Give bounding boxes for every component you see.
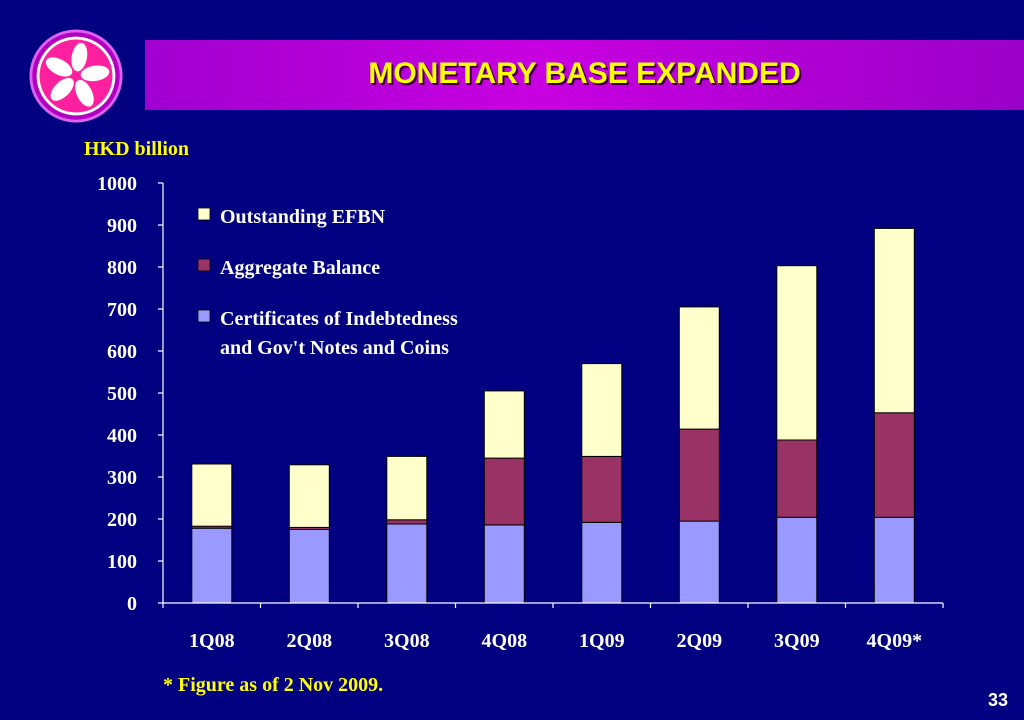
chart-axes: 1Q08 2Q08 3Q08 4Q08 1Q09 2Q09 3Q09 4Q09* 0 100 200…	[97, 173, 944, 652]
y-tick-label: 200	[107, 509, 137, 531]
x-tick-label: 4Q09*	[867, 630, 923, 652]
y-tick-label: 700	[107, 299, 137, 321]
y-tick-label: 800	[107, 257, 137, 279]
footnote: * Figure as of 2 Nov 2009.	[163, 674, 384, 696]
x-tick-label: 2Q09	[677, 630, 723, 652]
bar-segment-3q09-series-2	[776, 265, 818, 441]
bar-segment-3q08-series-1	[386, 519, 428, 525]
y-tick-label: 0	[127, 593, 137, 615]
legend-swatch	[197, 258, 211, 272]
bar-segment-1q09-series-1	[581, 455, 623, 523]
slide-title: MONETARY BASE EXPANDED	[368, 57, 801, 90]
x-tick-label: 1Q08	[189, 630, 235, 652]
bar-segment-2q08-series-2	[288, 464, 330, 528]
title-bar: MONETARY BASE EXPANDED	[145, 40, 1024, 110]
x-tick-label: 3Q09	[774, 630, 820, 652]
chart-legend: Outstanding EFBN Aggregate Balance Certifi…	[197, 206, 458, 359]
y-tick-label: 900	[107, 215, 137, 237]
bar-segment-3q09-series-0	[776, 516, 818, 604]
x-tick-label: 4Q08	[482, 630, 528, 652]
y-tick-label: 400	[107, 425, 137, 447]
legend-label: Certificates of Indebtedness	[220, 308, 458, 330]
bar-segment-4q09-series-1	[873, 412, 915, 518]
bar-segment-4q08-series-0	[483, 524, 525, 604]
bar-segment-2q09-series-1	[678, 428, 720, 522]
x-tick-label: 2Q08	[287, 630, 333, 652]
legend-swatch	[197, 207, 211, 221]
bar-segment-2q08-series-0	[288, 529, 330, 604]
x-tick-label: 3Q08	[384, 630, 430, 652]
bar-segment-3q08-series-0	[386, 523, 428, 604]
chart-bars	[191, 227, 915, 604]
bar-segment-2q09-series-0	[678, 520, 720, 604]
bar-segment-1q08-series-0	[191, 527, 233, 604]
bar-segment-4q09-series-2	[873, 227, 915, 414]
bar-segment-4q08-series-2	[483, 390, 525, 459]
y-axis-unit-label: HKD billion	[84, 138, 190, 160]
page-number: 33	[987, 690, 1008, 710]
legend-swatch	[197, 309, 211, 323]
x-tick-label: 1Q09	[579, 630, 625, 652]
bar-segment-2q09-series-2	[678, 306, 720, 430]
y-tick-label: 600	[107, 341, 137, 363]
y-tick-label: 300	[107, 467, 137, 489]
bar-segment-1q09-series-0	[581, 521, 623, 604]
legend-label: and Gov't Notes and Coins	[220, 337, 449, 359]
legend-label: Aggregate Balance	[220, 257, 380, 279]
legend-label: Outstanding EFBN	[220, 206, 386, 228]
bar-segment-4q09-series-0	[873, 516, 915, 604]
bar-segment-3q08-series-2	[386, 455, 428, 521]
bar-segment-3q09-series-1	[776, 439, 818, 518]
y-tick-label: 500	[107, 383, 137, 405]
y-tick-label: 1000	[97, 173, 137, 195]
bar-segment-4q08-series-1	[483, 457, 525, 526]
hkma-bauhinia-logo	[29, 29, 123, 123]
y-tick-label: 100	[107, 551, 137, 573]
bar-segment-1q09-series-2	[581, 363, 623, 457]
bar-segment-1q08-series-2	[191, 463, 233, 527]
